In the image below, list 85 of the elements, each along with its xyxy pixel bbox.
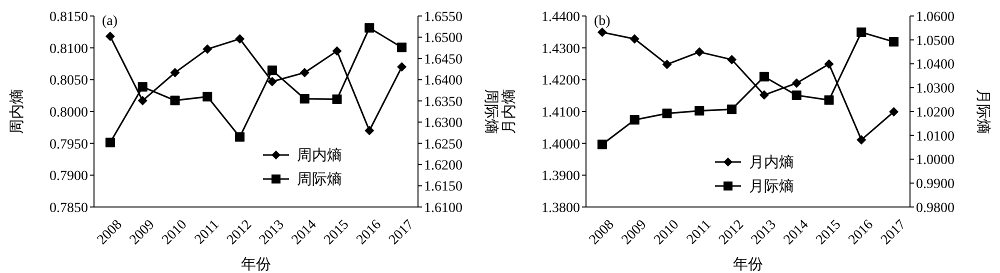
y2-tick-label: 1.0400 <box>916 58 954 73</box>
y2-tick-label: 1.0300 <box>916 82 954 97</box>
x-axis-title: 年份 <box>241 256 271 273</box>
y-tick-label: 1.4200 <box>542 74 580 89</box>
y2-tick-label: 1.6250 <box>424 137 462 152</box>
point <box>170 96 180 106</box>
point <box>267 66 277 76</box>
point <box>856 27 866 37</box>
point <box>792 78 802 88</box>
y2-tick-label: 0.9900 <box>916 177 954 192</box>
point <box>332 46 342 56</box>
point <box>759 72 769 82</box>
point <box>138 96 148 106</box>
y2-tick-label: 1.0100 <box>916 129 954 144</box>
point <box>727 104 737 114</box>
y2-tick-label: 1.6400 <box>424 74 462 89</box>
legend-label: 月际熵 <box>749 178 794 196</box>
legend-label: 月内熵 <box>749 154 794 172</box>
point <box>824 95 834 105</box>
point <box>332 94 342 104</box>
y2-tick-label: 1.0200 <box>916 105 954 120</box>
y-axis-title: 周内熵 <box>8 89 26 134</box>
point <box>170 68 180 78</box>
y-tick-label: 0.7900 <box>50 169 88 184</box>
y2-tick-label: 1.0500 <box>916 34 954 49</box>
point <box>597 27 607 37</box>
y-tick-label: 0.8100 <box>50 42 88 57</box>
point <box>889 107 899 117</box>
point <box>397 62 407 72</box>
point <box>694 47 704 57</box>
point <box>202 44 212 54</box>
point <box>202 92 212 102</box>
point <box>267 76 277 86</box>
y2-tick-label: 1.6350 <box>424 94 462 110</box>
point <box>856 135 866 145</box>
x-axis-title: 年份 <box>733 256 763 273</box>
y2-tick-label: 1.0000 <box>916 153 954 168</box>
point <box>235 132 245 142</box>
y-tick-label: 1.4000 <box>542 137 580 152</box>
y2-tick-label: 1.6450 <box>424 52 462 68</box>
y2-tick-label: 1.6300 <box>424 116 462 132</box>
annotation: (a) <box>102 14 118 30</box>
point <box>727 54 737 64</box>
point <box>759 90 769 100</box>
point <box>235 34 245 44</box>
y-tick-label: 1.4100 <box>542 105 580 120</box>
point <box>824 59 834 69</box>
point <box>630 115 640 125</box>
point <box>364 126 374 136</box>
y-tick-label: 0.7850 <box>50 200 88 216</box>
y2-axis-title: 周际熵 <box>482 89 500 134</box>
point <box>662 108 672 118</box>
point <box>105 138 115 148</box>
legend-label: 周内熵 <box>297 146 342 164</box>
point <box>300 68 310 78</box>
y-tick-label: 1.4300 <box>542 42 580 57</box>
y-tick-label: 1.3900 <box>542 169 580 184</box>
y2-tick-label: 1.6500 <box>424 31 462 46</box>
point <box>792 90 802 100</box>
y2-tick-label: 1.0600 <box>916 10 954 25</box>
y-tick-label: 1.3800 <box>542 200 580 216</box>
y-tick-label: 0.8050 <box>50 74 88 89</box>
y2-tick-label: 1.6150 <box>424 180 462 195</box>
y-tick-label: 0.7950 <box>50 137 88 152</box>
point <box>300 94 310 104</box>
point <box>105 32 115 42</box>
y2-tick-label: 1.6550 <box>424 10 462 25</box>
point <box>630 34 640 44</box>
legend-label: 周际熵 <box>297 170 342 188</box>
annotation: (b) <box>594 14 610 30</box>
y2-tick-label: 1.6100 <box>424 200 462 216</box>
point <box>694 106 704 116</box>
y-tick-label: 0.8000 <box>50 105 88 120</box>
y-tick-label: 1.4400 <box>542 10 580 25</box>
y2-tick-label: 0.9800 <box>916 200 954 216</box>
point <box>138 82 148 92</box>
point <box>364 23 374 33</box>
point <box>397 42 407 52</box>
point <box>889 37 899 47</box>
y-tick-label: 0.8150 <box>50 10 88 25</box>
y2-tick-label: 1.6200 <box>424 158 462 174</box>
y-axis-title: 月内熵 <box>500 89 518 134</box>
point <box>662 60 672 70</box>
point <box>597 140 607 150</box>
y2-axis-title: 月际熵 <box>974 89 992 134</box>
